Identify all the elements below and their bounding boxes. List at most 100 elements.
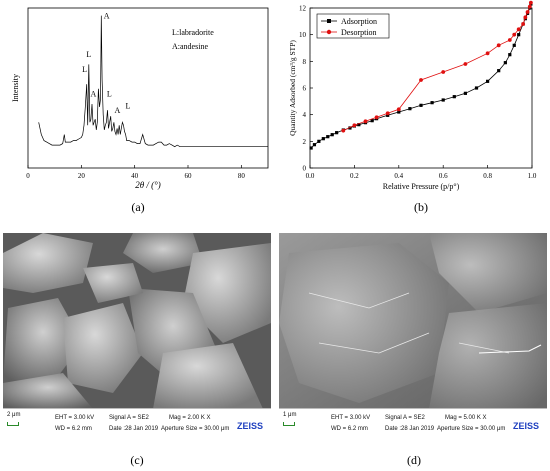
sem-info-bar-c: 2 μm EHT = 3.00 kV WD = 6.2 mm Signal A …	[3, 408, 271, 441]
wd-d: WD = 6.2 mm	[331, 426, 368, 432]
adsorption-point	[397, 110, 401, 114]
adsorption-point	[335, 131, 339, 135]
adsorption-point	[474, 86, 479, 90]
xrd-peak-label: L	[126, 102, 131, 111]
xrd-plot-frame	[27, 7, 269, 169]
zeiss-logo-c: ZEISS	[237, 421, 264, 431]
adsorption-point	[312, 143, 317, 147]
sublabel-d: (d)	[407, 453, 421, 467]
adsorption-point	[326, 135, 330, 139]
desorption-point	[374, 115, 379, 120]
desorption-point	[441, 70, 446, 74]
adsorption-point	[419, 103, 423, 107]
wd-c: WD = 6.2 mm	[55, 426, 92, 432]
xrd-peak-label: A	[114, 106, 120, 115]
isotherm-x-tick-label: 0.2	[350, 172, 359, 180]
xrd-peak-label: L	[82, 65, 87, 74]
particle	[279, 243, 449, 403]
particle	[3, 233, 93, 293]
xrd-x-tick-label: 40	[131, 172, 139, 180]
sublabel-c: (c)	[130, 453, 144, 467]
sem-image-d: 1 μm EHT = 3.00 kV WD = 6.2 mm Signal A …	[279, 233, 547, 441]
adsorption-point	[503, 61, 507, 65]
adsorption-point	[321, 137, 325, 141]
particle	[429, 233, 547, 313]
adsorption-point	[357, 123, 361, 127]
xrd-series-line	[38, 15, 268, 148]
eht-d: EHT = 3.00 kV	[331, 415, 371, 421]
adsorption-point	[463, 91, 467, 95]
xrd-x-tick-label: 0	[26, 172, 30, 180]
xrd-peak-label: A	[90, 89, 96, 98]
sublabel-a: (a)	[131, 200, 145, 214]
xrd-x-tick-label: 20	[78, 172, 86, 180]
scale-bar-d	[283, 422, 295, 426]
sem-texture-d	[279, 233, 547, 409]
isotherm-x-tick-label: 0.8	[483, 172, 492, 180]
isotherm-y-tick-label: 8	[303, 58, 307, 66]
isotherm-y-tick-label: 4	[303, 111, 307, 119]
isotherm-y-axis-label: Quantity Adsorbed (cm³/g STP)	[288, 40, 297, 136]
particle	[429, 303, 547, 409]
isotherm-y-tick-label: 6	[303, 85, 307, 93]
xrd-x-axis-label: 2θ / (°)	[135, 180, 161, 190]
adsorption-point	[441, 98, 445, 102]
xrd-legend-line2: A:andesine	[172, 42, 208, 51]
desorption-point	[396, 107, 401, 112]
sublabel-b: (b)	[414, 200, 428, 214]
crack-line	[308, 292, 510, 354]
desorption-point	[463, 62, 468, 66]
isotherm-y-tick-label: 0	[303, 165, 307, 173]
desorption-point	[516, 27, 521, 32]
legend-adsorption-label: Adsorption	[341, 17, 377, 26]
adsorption-point	[430, 101, 434, 105]
isotherm-x-axis-label: Relative Pressure (p/p°)	[383, 182, 460, 191]
desorption-point	[496, 43, 501, 48]
legend-desorption-label: Desorption	[341, 28, 377, 37]
adsorption-point	[408, 107, 412, 111]
zeiss-logo-d: ZEISS	[513, 421, 540, 431]
adsorption-point	[348, 126, 352, 130]
date-d: Date :28 Jan 2019	[385, 426, 435, 432]
adsorption-point	[370, 119, 374, 123]
isotherm-y-tick-label: 2	[303, 138, 307, 146]
xrd-legend-line1: L:labradorite	[172, 28, 214, 37]
xrd-x-tick-label: 60	[185, 172, 193, 180]
desorption-point	[363, 119, 368, 124]
legend-desorption-marker	[326, 29, 332, 35]
mag-d: Mag = 5.00 K X	[445, 415, 487, 421]
particle	[63, 303, 143, 393]
desorption-point	[507, 38, 512, 42]
adsorption-point	[486, 79, 490, 83]
isotherm-x-tick-label: 0.6	[439, 172, 448, 180]
mag-c: Mag = 2.00 K X	[169, 415, 211, 421]
desorption-point	[523, 15, 528, 20]
sem-info-bar-d: 1 μm EHT = 3.00 kV WD = 6.2 mm Signal A …	[279, 408, 547, 441]
adsorption-point	[386, 113, 390, 117]
date-c: Date :28 Jan 2019	[109, 426, 159, 432]
sem-texture-c	[3, 233, 271, 409]
particle	[153, 343, 263, 409]
isotherm-y-tick-label: 10	[299, 31, 307, 39]
particle	[123, 233, 203, 273]
sem-image-c: 2 μm EHT = 3.00 kV WD = 6.2 mm Signal A …	[3, 233, 271, 441]
isotherm-x-tick-label: 0.0	[306, 172, 315, 180]
adsorption-point	[512, 43, 516, 47]
desorption-point	[525, 10, 530, 14]
particle	[183, 243, 271, 343]
isotherm-x-tick-label: 1.0	[528, 172, 537, 180]
scale-label-c: 2 μm	[7, 412, 21, 418]
aperture-c: Aperture Size = 30.00 μm	[161, 426, 230, 432]
isotherm-chart: 0.0 0.2 0.4 0.6 0.8 1.0 0 2 4 6 8 10 12 Adsorption D…	[288, 0, 537, 191]
adsorption-point	[452, 95, 456, 99]
desorption-point	[512, 32, 517, 37]
particle	[3, 298, 83, 383]
particle	[83, 263, 143, 303]
desorption-point	[352, 123, 357, 128]
desorption-point	[485, 51, 490, 56]
xrd-x-tick-label: 80	[238, 172, 246, 180]
signal-c: Signal A = SE2	[109, 415, 149, 421]
scale-label-d: 1 μm	[283, 412, 297, 418]
legend-adsorption-marker	[327, 19, 331, 23]
scale-bar-c	[7, 422, 19, 426]
